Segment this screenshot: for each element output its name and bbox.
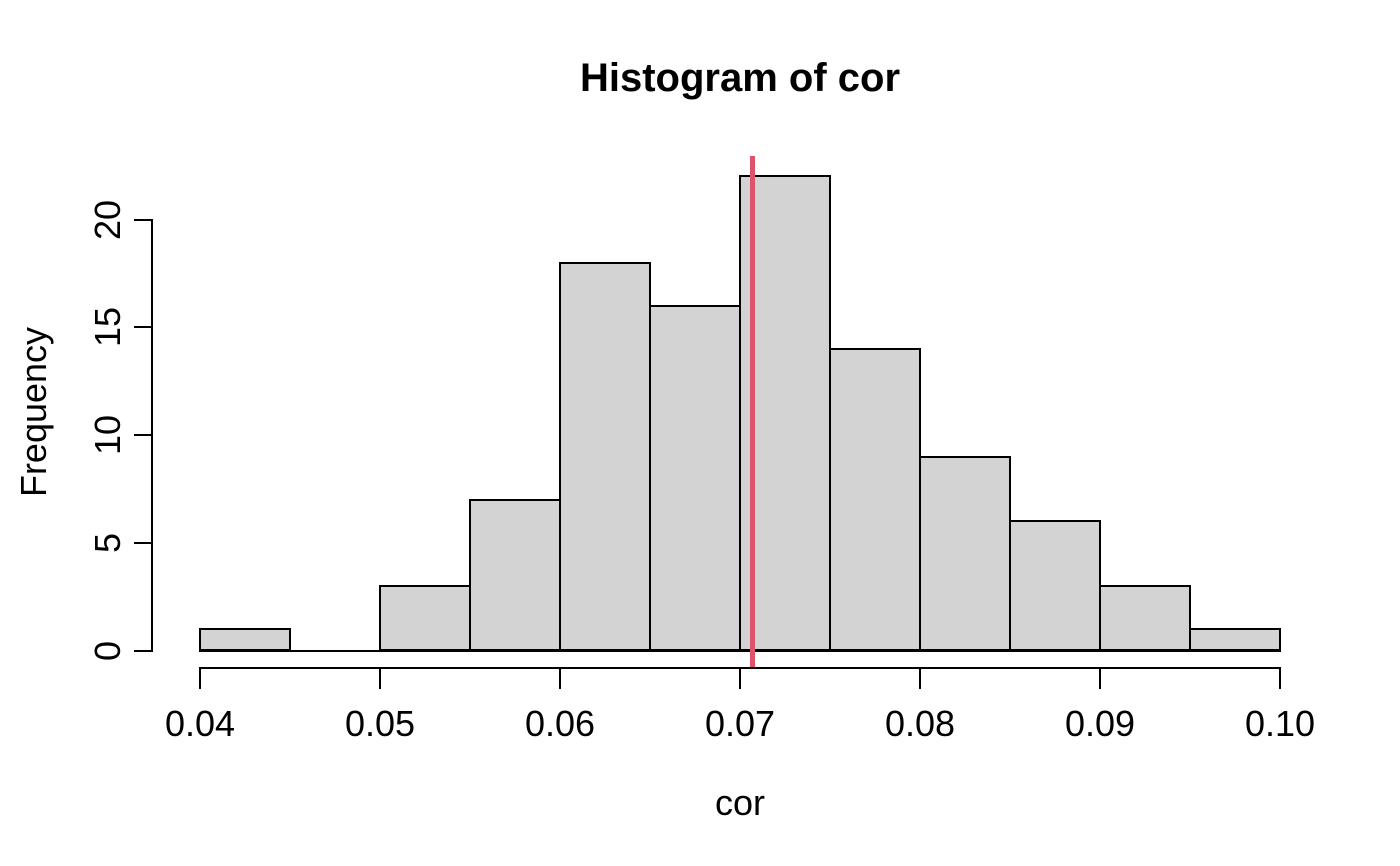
x-axis-tick	[739, 669, 741, 689]
x-axis-line	[199, 667, 1281, 669]
x-tick-label: 0.05	[344, 703, 416, 744]
x-tick-label: 0.10	[1244, 703, 1316, 744]
x-axis-tick	[559, 669, 561, 689]
x-axis-tick	[379, 669, 381, 689]
y-tick-label: 20	[87, 199, 128, 240]
x-axis-tick	[199, 669, 201, 689]
histogram-bar	[199, 627, 291, 652]
y-axis-line	[151, 218, 153, 652]
x-axis-tick	[1279, 669, 1281, 689]
y-axis-tick	[134, 434, 151, 436]
chart-title: Histogram of cor	[579, 56, 901, 100]
x-tick-label: 0.08	[884, 703, 956, 744]
x-axis-tick	[919, 669, 921, 689]
histogram-bar	[829, 347, 921, 652]
histogram-bar	[1009, 520, 1101, 652]
reference-vline	[750, 156, 756, 669]
y-tick-label: 0	[87, 640, 128, 661]
x-axis-tick	[1099, 669, 1101, 689]
y-axis-tick	[134, 649, 151, 652]
histogram-bar	[649, 304, 741, 652]
y-axis-tick	[134, 541, 151, 544]
histogram-bar	[919, 455, 1011, 652]
histogram-bar	[559, 261, 651, 652]
histogram-bar	[1099, 584, 1191, 652]
x-tick-label: 0.07	[704, 703, 776, 744]
y-axis-tick	[134, 326, 151, 329]
y-axis-label: Frequency	[13, 326, 54, 498]
x-tick-label: 0.06	[524, 703, 596, 744]
x-tick-label: 0.09	[1064, 703, 1136, 744]
x-axis-label: cor	[714, 782, 765, 823]
y-axis-tick	[134, 218, 151, 221]
histogram-bar	[1189, 627, 1281, 652]
y-tick-label: 5	[87, 532, 128, 553]
x-tick-label: 0.04	[164, 703, 236, 744]
histogram-bar	[469, 498, 561, 652]
y-tick-label: 15	[87, 307, 128, 348]
y-tick-label: 10	[87, 414, 128, 456]
histogram-bar	[379, 584, 471, 652]
